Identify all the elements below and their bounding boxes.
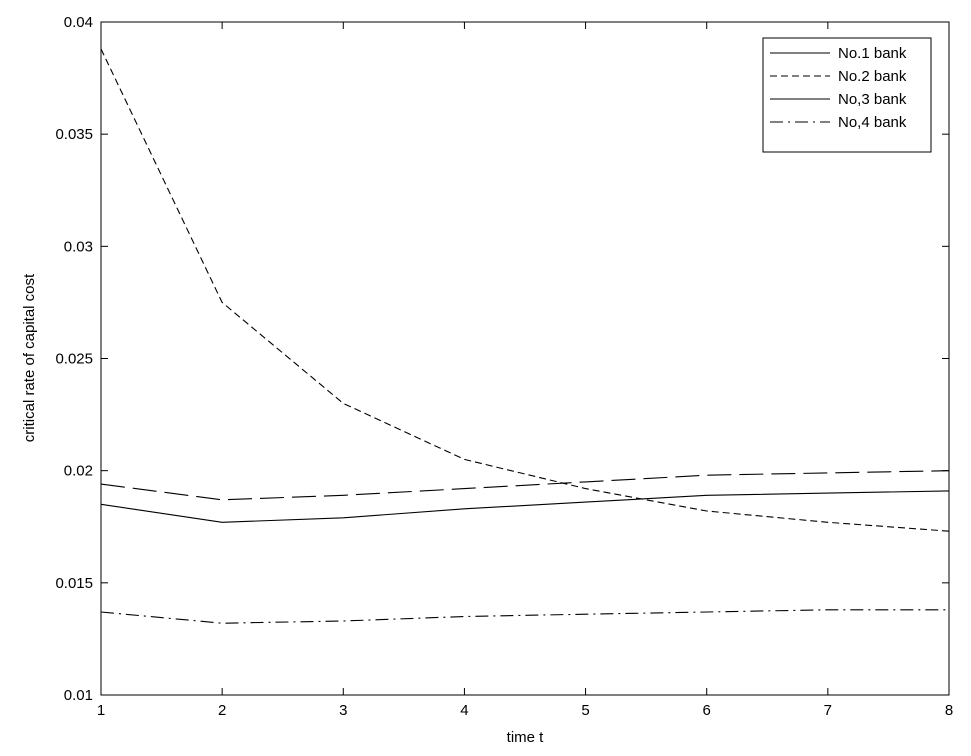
x-tick-label: 8 xyxy=(945,702,953,719)
legend-label: No,4 bank xyxy=(838,114,907,131)
series-line-unlabeled xyxy=(100,470,950,501)
legend: No.1 bank No.2 bank No,3 bank No,4 bank xyxy=(762,37,932,153)
x-tick-label: 2 xyxy=(218,702,226,719)
legend-box xyxy=(762,37,932,153)
legend-label: No.2 bank xyxy=(838,68,907,85)
x-tick-label: 4 xyxy=(460,702,468,719)
legend-label: No.1 bank xyxy=(838,45,907,62)
y-tick-label: 0.035 xyxy=(55,126,93,143)
y-axis-label: critical rate of capital cost xyxy=(21,273,38,442)
x-tick-label: 6 xyxy=(703,702,711,719)
x-tick-label: 1 xyxy=(97,702,105,719)
x-tick-label: 5 xyxy=(581,702,589,719)
x-tick-label: 3 xyxy=(339,702,347,719)
series-lines xyxy=(100,48,950,624)
x-axis-ticks: 1 2 3 4 5 6 7 8 xyxy=(97,22,953,719)
y-axis-ticks: 0.01 0.015 0.02 0.025 0.03 0.035 0.04 xyxy=(55,14,949,704)
legend-label: No,3 bank xyxy=(838,91,907,108)
y-tick-label: 0.03 xyxy=(64,238,93,255)
x-axis-label: time t xyxy=(507,729,545,746)
series-line-no-1-bank xyxy=(100,490,950,523)
y-tick-label: 0.02 xyxy=(64,463,93,480)
y-tick-label: 0.025 xyxy=(55,351,93,368)
y-tick-label: 0.01 xyxy=(64,687,93,704)
y-tick-label: 0.015 xyxy=(55,575,93,592)
x-tick-label: 7 xyxy=(824,702,832,719)
y-tick-label: 0.04 xyxy=(64,14,93,31)
series-line-no-4-bank xyxy=(100,609,949,624)
